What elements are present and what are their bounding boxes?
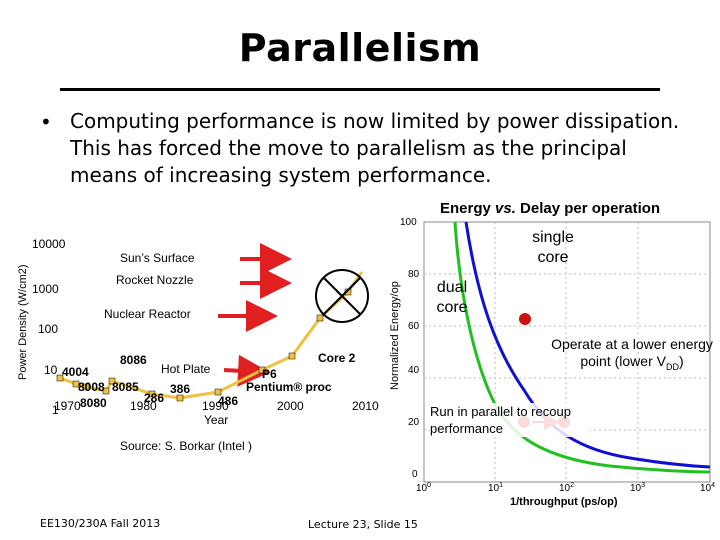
chip-8008: 8008 xyxy=(78,380,105,394)
chip-4004: 4004 xyxy=(62,365,89,379)
ref-nuclear-reactor: Nuclear Reactor xyxy=(104,307,191,321)
chip-marker xyxy=(56,374,64,382)
operate-annotation-box: Operate at a lower energy point (lower V… xyxy=(551,336,713,372)
y-tick-1: 1 xyxy=(52,403,59,417)
dual-core-curve xyxy=(453,221,711,474)
x-tick-1980: 1980 xyxy=(130,399,157,413)
bullet-text: Computing performance is now limited by … xyxy=(70,109,680,187)
energy-y-tick-0: 0 xyxy=(412,469,418,480)
chip-p6: P6 xyxy=(262,367,277,381)
chip-marker xyxy=(258,366,266,374)
footer-slide-number: Lecture 23, Slide 15 xyxy=(308,518,418,531)
energy-x-tick-3: 103 xyxy=(630,482,645,494)
single-core-operating-point xyxy=(519,313,531,325)
chip-286: 286 xyxy=(144,391,164,405)
power-density-y-label: Power Density (W/cm2) xyxy=(17,264,29,380)
footer-course: EE130/230A Fall 2013 xyxy=(40,517,161,530)
x-label-year: Year xyxy=(204,413,228,427)
chip-8085: 8085 xyxy=(112,380,139,394)
dual-core-label-box: dual core xyxy=(436,279,468,316)
ref-sun-surface: Sun’s Surface xyxy=(120,251,195,265)
energy-y-tick-40: 40 xyxy=(408,365,420,376)
ref-rocket-nozzle: Rocket Nozzle xyxy=(116,273,194,287)
energy-x-tick-2: 102 xyxy=(559,482,574,494)
bullet-marker: • xyxy=(40,110,52,134)
energy-y-label: Normalized Energy/op xyxy=(389,281,401,390)
title-underline xyxy=(60,88,660,91)
y-tick-1000: 1000 xyxy=(32,282,59,296)
chip-marker xyxy=(82,383,90,391)
chip-pentium: Pentium® proc xyxy=(246,380,332,394)
chip-marker xyxy=(316,314,324,322)
chip-8086: 8086 xyxy=(120,353,147,367)
power-density-chart: Power Density (W/cm2) 10000 1000 100 10 … xyxy=(17,237,379,453)
energy-y-tick-80: 80 xyxy=(408,269,420,280)
single-core-label-box: single core xyxy=(532,229,574,266)
chip-marker xyxy=(176,394,184,402)
slide-title: Parallelism xyxy=(238,26,482,70)
chip-8080: 8080 xyxy=(80,396,107,410)
x-tick-2000: 2000 xyxy=(277,399,304,413)
plot-frame xyxy=(423,221,711,483)
x-tick-2010: 2010 xyxy=(352,399,379,413)
y-tick-10000: 10000 xyxy=(32,237,66,251)
x-tick-1990: 1990 xyxy=(202,399,229,413)
x-tick-1970: 1970 xyxy=(54,399,81,413)
source-citation: Source: S. Borkar (Intel ) xyxy=(120,439,252,453)
chip-386: 386 xyxy=(170,382,190,396)
energy-delay-title: Energy vs. Delay per operation xyxy=(440,200,660,217)
chip-marker xyxy=(148,390,156,398)
y-tick-10: 10 xyxy=(44,363,58,377)
energy-delay-chart: Energy vs. Delay per operation Normalize… xyxy=(389,200,715,508)
gridlines xyxy=(424,222,710,482)
chip-core2: Core 2 xyxy=(318,351,356,365)
energy-x-label: 1/throughput (ps/op) xyxy=(510,496,618,508)
chip-marker xyxy=(72,380,80,388)
chip-486: 486 xyxy=(218,394,238,408)
chip-marker xyxy=(108,377,116,385)
energy-y-tick-60: 60 xyxy=(408,321,420,332)
chip-marker xyxy=(102,387,110,395)
crossed-out-icon xyxy=(315,269,369,323)
energy-x-tick-4: 104 xyxy=(700,482,715,494)
chip-marker xyxy=(214,388,222,396)
energy-y-tick-20: 20 xyxy=(408,417,420,428)
ref-hot-plate: Hot Plate xyxy=(161,362,211,376)
energy-x-tick-1: 101 xyxy=(488,482,503,494)
energy-x-tick-0: 100 xyxy=(416,482,431,494)
energy-y-tick-100: 100 xyxy=(400,217,417,228)
chip-marker xyxy=(288,352,296,360)
chip-markers xyxy=(56,288,352,402)
y-tick-100: 100 xyxy=(38,322,58,336)
parallel-annotation-box: Run in parallel to recoup performance xyxy=(430,403,590,437)
